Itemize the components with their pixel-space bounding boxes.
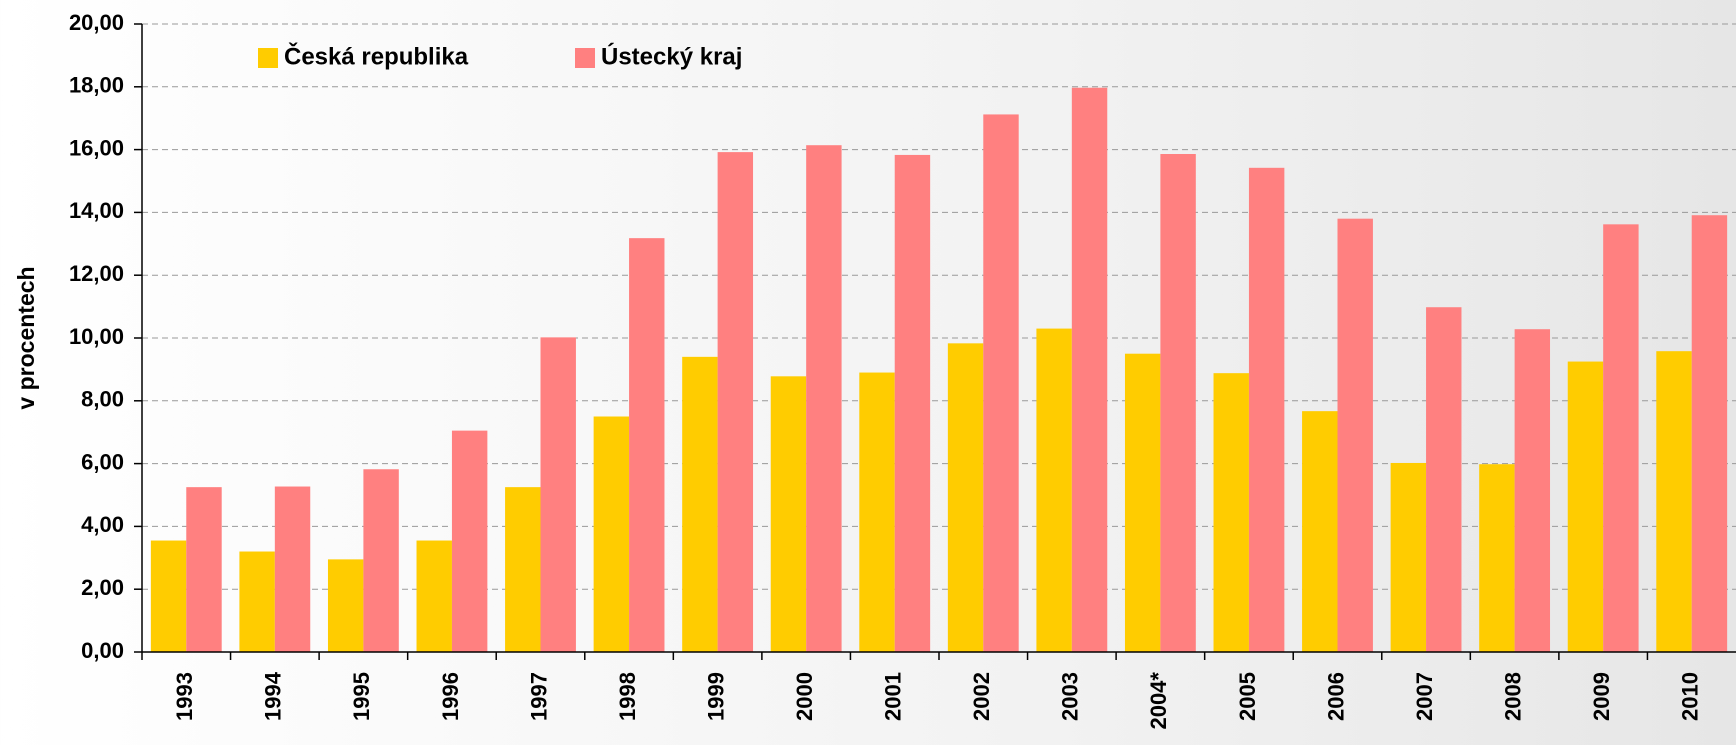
legend-label: Ústecký kraj	[601, 42, 742, 70]
y-tick-label: 18,00	[69, 73, 124, 98]
bar	[593, 416, 630, 652]
bar	[983, 114, 1019, 652]
y-tick-label: 14,00	[69, 198, 124, 223]
x-tick-label: 2005	[1235, 672, 1260, 721]
x-tick-label: 2009	[1589, 672, 1614, 721]
x-tick-label: 2008	[1500, 672, 1525, 721]
x-tick-label: 1994	[261, 671, 286, 721]
y-tick-label: 8,00	[81, 387, 124, 412]
y-tick-label: 6,00	[81, 449, 124, 474]
bar	[186, 487, 222, 652]
bar	[1160, 153, 1196, 652]
x-tick-label: 2007	[1412, 672, 1437, 721]
x-tick-label: 1993	[172, 672, 197, 721]
bar	[327, 559, 364, 652]
bar	[1248, 167, 1285, 652]
y-tick-label: 20,00	[69, 10, 124, 35]
legend-label: Česká republika	[284, 42, 469, 70]
x-tick-label: 2004*	[1146, 672, 1171, 730]
bar	[451, 430, 488, 652]
legend-swatch	[575, 48, 595, 68]
x-tick-label: 2010	[1678, 672, 1703, 721]
x-tick-label: 2002	[969, 672, 994, 721]
bar	[1426, 307, 1462, 652]
bar	[1514, 329, 1551, 652]
bar	[1691, 215, 1728, 652]
bar	[859, 372, 895, 652]
x-tick-label: 2000	[792, 672, 817, 721]
x-tick-label: 1997	[526, 672, 551, 721]
x-tick-label: 1995	[349, 672, 374, 721]
bar	[806, 145, 842, 653]
bar	[629, 238, 665, 652]
bar	[894, 154, 931, 653]
bar	[947, 343, 984, 652]
bar	[416, 540, 452, 652]
bar	[1124, 353, 1161, 652]
y-tick-label: 4,00	[81, 512, 124, 537]
bar	[1479, 464, 1515, 652]
x-tick-label: 1999	[703, 672, 728, 721]
y-axis-label: v procentech	[13, 266, 39, 409]
bar	[1567, 361, 1604, 652]
bar	[717, 152, 754, 652]
legend-swatch	[258, 48, 278, 68]
bar	[1603, 224, 1639, 652]
y-tick-label: 0,00	[81, 638, 124, 663]
bar	[150, 540, 187, 652]
bar	[540, 337, 576, 652]
bar	[1036, 328, 1072, 652]
bar	[505, 487, 541, 652]
bar	[363, 469, 399, 652]
y-tick-label: 10,00	[69, 324, 124, 349]
y-tick-label: 12,00	[69, 261, 124, 286]
bar	[770, 376, 807, 652]
bar	[1071, 87, 1108, 652]
bar	[1390, 462, 1427, 652]
x-tick-label: 2006	[1323, 672, 1348, 721]
x-tick-label: 1996	[438, 672, 463, 721]
bar	[239, 551, 275, 652]
bar	[1213, 373, 1249, 652]
bar	[1656, 351, 1692, 652]
x-tick-label: 2003	[1058, 672, 1083, 721]
bar	[274, 486, 311, 652]
y-tick-label: 16,00	[69, 135, 124, 160]
x-tick-label: 1998	[615, 672, 640, 721]
y-tick-label: 2,00	[81, 575, 124, 600]
bar	[682, 356, 718, 652]
bar	[1302, 411, 1338, 652]
bar	[1337, 218, 1373, 652]
x-tick-label: 2001	[881, 672, 906, 721]
